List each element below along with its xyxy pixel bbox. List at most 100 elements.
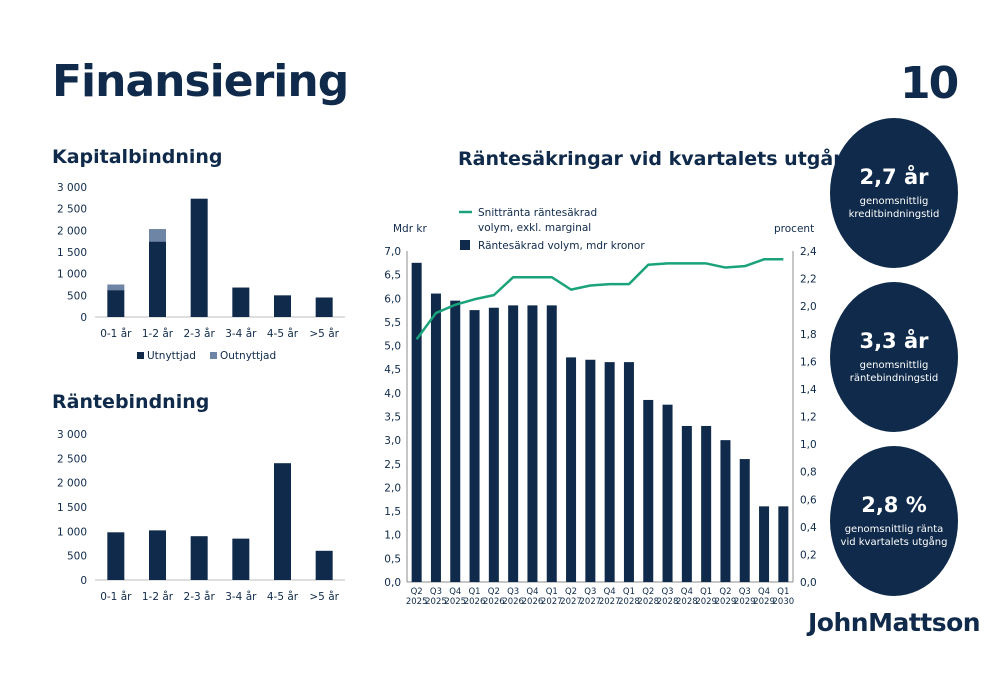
x-tick-quarter: Q4 <box>449 587 461 597</box>
y-left-tick-label: 3,0 <box>384 435 401 447</box>
legend-bar-label: Räntesäkrad volym, mdr kronor <box>478 240 645 252</box>
y-right-tick-label: 0,4 <box>800 522 817 534</box>
y-left-tick-label: 5,0 <box>384 341 401 353</box>
y-right-tick-label: 2,4 <box>800 246 817 258</box>
y-tick-label: 2 000 <box>57 225 87 237</box>
x-tick-label: 2-3 år <box>184 327 216 340</box>
bar-rantesakrad-volym <box>566 357 577 582</box>
y-tick-label: 2 500 <box>57 453 87 465</box>
y-right-axis-label: procent <box>774 223 814 235</box>
y-right-tick-label: 2,2 <box>800 274 817 286</box>
bar-utnyttjad <box>190 198 208 317</box>
x-tick-year: 2026 <box>502 597 524 607</box>
x-tick-year: 2028 <box>618 597 640 607</box>
bar-utnyttjad <box>107 290 125 317</box>
y-left-tick-label: 6,5 <box>384 270 401 282</box>
kpi-value: 3,3 år <box>859 329 929 353</box>
y-right-tick-label: 1,0 <box>800 439 817 451</box>
kpi-rantebindningstid: 3,3 år genomsnittlig räntebindningstid <box>830 282 958 432</box>
legend-line-label-cont: volym, exkl. marginal <box>478 222 591 234</box>
y-left-tick-label: 0,5 <box>384 553 401 565</box>
legend-swatch <box>137 352 144 359</box>
bar <box>232 538 250 580</box>
y-right-tick-label: 0,8 <box>800 467 817 479</box>
legend-line-label: Snittränta räntesäkrad <box>478 207 597 219</box>
bar-rantesakrad-volym <box>508 305 519 582</box>
y-left-tick-label: 0,0 <box>384 577 401 589</box>
kpi-value: 2,7 år <box>859 165 929 189</box>
y-right-tick-label: 1,4 <box>800 384 817 396</box>
x-tick-year: 2029 <box>695 597 717 607</box>
bar-utnyttjad <box>232 287 250 317</box>
bar-rantesakrad-volym <box>450 300 461 582</box>
x-tick-label: >5 år <box>309 327 339 340</box>
y-left-tick-label: 1,0 <box>384 530 401 542</box>
bar-rantesakrad-volym <box>623 362 634 582</box>
page-number: 10 <box>900 58 959 109</box>
x-tick-quarter: Q3 <box>507 587 519 597</box>
x-tick-quarter: Q1 <box>700 587 712 597</box>
y-tick-label: 0 <box>80 312 87 324</box>
bar-rantesakrad-volym <box>546 305 557 582</box>
bar-rantesakrad-volym <box>720 440 731 582</box>
y-right-tick-label: 1,2 <box>800 412 817 424</box>
x-tick-quarter: Q2 <box>719 587 731 597</box>
bar <box>107 532 125 580</box>
bar-rantesakrad-volym <box>469 310 480 582</box>
johnmattson-logo: JohnMattson <box>808 608 981 637</box>
kpi-label: genomsnittlig kreditbindningstid <box>848 196 940 220</box>
bar <box>149 530 166 580</box>
kpi-value: 2,8 % <box>861 493 927 517</box>
x-tick-label: 2-3 år <box>184 590 216 603</box>
x-tick-label: 0-1 år <box>100 327 132 340</box>
bar-utnyttjad <box>149 241 166 317</box>
x-tick-year: 2028 <box>657 597 679 607</box>
x-tick-year: 2027 <box>580 597 602 607</box>
y-tick-label: 500 <box>67 551 87 563</box>
y-tick-label: 0 <box>80 575 87 587</box>
bar-rantesakrad-volym <box>643 399 654 582</box>
y-right-tick-label: 1,6 <box>800 356 817 368</box>
bar-rantesakrad-volym <box>411 262 422 582</box>
x-tick-quarter: Q2 <box>642 587 654 597</box>
legend-swatch <box>210 352 217 359</box>
bar <box>190 536 208 580</box>
bar-rantesakrad-volym <box>527 305 538 582</box>
bar-rantesakrad-volym <box>739 459 750 582</box>
x-tick-quarter: Q4 <box>526 587 538 597</box>
x-tick-quarter: Q2 <box>411 587 423 597</box>
kpi-kreditbindningstid: 2,7 år genomsnittlig kreditbindningstid <box>830 118 958 268</box>
y-left-tick-label: 2,5 <box>384 459 401 471</box>
y-right-tick-label: 2,0 <box>800 301 817 313</box>
x-tick-year: 2027 <box>541 597 563 607</box>
x-tick-quarter: Q2 <box>488 587 500 597</box>
y-tick-label: 2 500 <box>57 204 87 216</box>
x-tick-quarter: Q1 <box>546 587 558 597</box>
y-tick-label: 3 000 <box>57 182 87 194</box>
x-tick-year: 2025 <box>406 597 428 607</box>
x-tick-quarter: Q4 <box>681 587 693 597</box>
x-tick-year: 2025 <box>425 597 447 607</box>
y-right-tick-label: 1,8 <box>800 329 817 341</box>
bar-rantesakrad-volym <box>662 404 673 582</box>
kpi-snittranta: 2,8 % genomsnittlig ränta vid kvartalets… <box>830 446 958 596</box>
x-tick-label: >5 år <box>309 590 339 603</box>
y-left-tick-label: 4,5 <box>384 364 401 376</box>
bar-rantesakrad-volym <box>430 293 441 582</box>
bar-rantesakrad-volym <box>488 307 499 582</box>
bar <box>315 550 333 580</box>
page-title: Finansiering <box>52 56 349 107</box>
line-snittranta <box>415 258 784 341</box>
bar-rantesakrad-volym <box>759 506 770 582</box>
x-tick-label: 3-4 år <box>225 327 257 340</box>
bar-rantesakrad-volym <box>681 425 692 582</box>
x-tick-year: 2027 <box>599 597 621 607</box>
bar-utnyttjad <box>274 295 291 317</box>
x-tick-quarter: Q1 <box>623 587 635 597</box>
y-right-tick-label: 0,2 <box>800 549 817 561</box>
x-tick-label: 4-5 år <box>267 327 299 340</box>
y-left-tick-label: 3,5 <box>384 412 401 424</box>
y-left-tick-label: 6,0 <box>384 293 401 305</box>
x-tick-year: 2028 <box>637 597 659 607</box>
legend-bar-swatch <box>460 240 470 250</box>
